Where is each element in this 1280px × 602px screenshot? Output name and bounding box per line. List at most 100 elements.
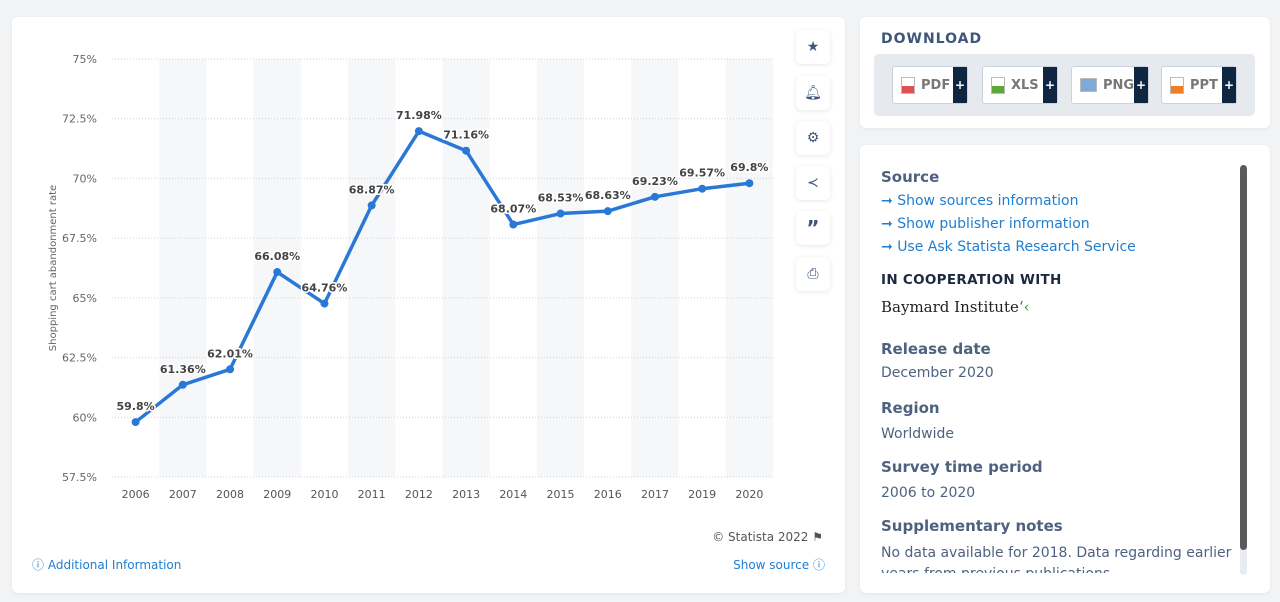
download-pdf-button[interactable]: PDF +	[892, 66, 968, 104]
data-label: 68.63%	[585, 189, 631, 202]
quote-icon: ”	[806, 216, 820, 240]
download-ppt-button[interactable]: PPT +	[1161, 66, 1237, 104]
png-image-icon	[1080, 78, 1097, 92]
x-tick-label: 2009	[263, 488, 291, 501]
xls-label: XLS	[1011, 77, 1039, 93]
source-title: Source	[881, 168, 940, 186]
chart-panel: 57.5% 60% 62.5% 65% 67.5% 70% 72.5% 75% Shopping…	[12, 17, 845, 593]
cite-button[interactable]: ”	[796, 211, 830, 245]
region-value: Worldwide	[881, 426, 954, 442]
y-tick-label: 75%	[73, 53, 97, 66]
x-tick-label: 2017	[641, 488, 669, 501]
sources-information-link[interactable]: ➞ Show sources information	[881, 193, 1078, 209]
y-tick-label: 67.5%	[62, 232, 97, 245]
gear-icon: ⚙	[806, 130, 820, 146]
x-tick-label: 2012	[405, 488, 433, 501]
x-tick-label: 2008	[216, 488, 244, 501]
download-panel: DOWNLOAD PDF + XLS + PNG + PPT +	[860, 17, 1270, 128]
download-buttons: PDF + XLS + PNG + PPT +	[874, 54, 1255, 116]
plus-icon[interactable]: +	[1043, 67, 1057, 103]
plus-icon[interactable]: +	[1134, 67, 1148, 103]
info-icon: ⓘ	[812, 558, 825, 572]
y-tick-label: 62.5%	[62, 352, 97, 365]
y-tick-label: 72.5%	[62, 113, 97, 126]
show-source-link[interactable]: Show source ⓘ	[733, 556, 825, 573]
column-stripe	[631, 59, 679, 477]
supplementary-notes-value: No data available for 2018. Data regardi…	[881, 545, 1232, 573]
download-png-button[interactable]: PNG +	[1071, 66, 1149, 104]
settings-button[interactable]: ⚙	[796, 121, 830, 155]
data-point	[367, 201, 376, 210]
data-label: 71.16%	[443, 129, 489, 142]
pdf-label: PDF	[921, 77, 951, 93]
x-tick-label: 2010	[310, 488, 338, 501]
additional-information-label: Additional Information	[47, 558, 182, 572]
arrow-right-icon: ➞	[881, 216, 893, 232]
scrollbar-thumb[interactable]	[1240, 165, 1247, 550]
data-point	[226, 365, 235, 374]
link-label: Use Ask Statista Research Service	[897, 239, 1136, 255]
show-source-label: Show source	[733, 558, 810, 572]
x-tick-label: 2007	[169, 488, 197, 501]
supplementary-notes-label: Supplementary notes	[881, 517, 1063, 535]
survey-period-value: 2006 to 2020	[881, 485, 976, 501]
y-tick-label: 60%	[73, 411, 97, 424]
plus-icon[interactable]: +	[953, 67, 967, 103]
share-button[interactable]: ≺	[796, 166, 830, 200]
column-stripe	[725, 59, 773, 477]
data-point	[273, 268, 282, 277]
copyright: © Statista 2022 ⚑	[712, 530, 823, 544]
data-label: 59.8%	[117, 400, 155, 413]
data-label: 64.76%	[302, 282, 348, 295]
arrow-right-icon: ➞	[881, 239, 893, 255]
download-xls-button[interactable]: XLS +	[982, 66, 1058, 104]
notification-button[interactable]: 🔔︎	[796, 76, 830, 110]
data-label: 68.87%	[349, 183, 395, 196]
data-label: 66.08%	[254, 250, 300, 263]
link-label: Show sources information	[897, 193, 1079, 209]
scrollbar[interactable]	[1240, 165, 1247, 575]
region-label: Region	[881, 399, 940, 417]
data-point	[178, 380, 187, 389]
data-label: 62.01%	[207, 347, 253, 360]
y-tick-label: 70%	[73, 172, 97, 185]
column-stripe	[253, 59, 301, 477]
x-tick-label: 2014	[499, 488, 527, 501]
ask-statista-link[interactable]: ➞ Use Ask Statista Research Service	[881, 239, 1136, 255]
png-label: PNG	[1102, 77, 1135, 93]
data-point	[650, 192, 659, 201]
data-point	[745, 179, 754, 188]
arrow-right-icon: ➞	[881, 193, 893, 209]
data-point	[131, 418, 140, 427]
share-icon: ≺	[807, 175, 819, 191]
survey-period-label: Survey time period	[881, 458, 1043, 476]
data-label: 69.23%	[632, 175, 678, 188]
data-point	[320, 299, 329, 308]
x-tick-label: 2020	[735, 488, 763, 501]
data-point	[603, 207, 612, 216]
flag-icon[interactable]: ⚑	[812, 530, 823, 544]
y-tick-label: 57.5%	[62, 471, 97, 484]
publisher-information-link[interactable]: ➞ Show publisher information	[881, 216, 1090, 232]
data-label: 69.57%	[679, 167, 725, 180]
x-tick-label: 2019	[688, 488, 716, 501]
release-date-label: Release date	[881, 340, 991, 358]
download-title: DOWNLOAD	[881, 31, 983, 47]
y-tick-label: 65%	[73, 292, 97, 305]
xls-file-icon	[991, 76, 1005, 94]
print-button[interactable]: ⎙	[796, 257, 830, 291]
line-chart: 57.5% 60% 62.5% 65% 67.5% 70% 72.5% 75% Shopping…	[48, 53, 773, 501]
data-label: 71.98%	[396, 109, 442, 122]
cooperation-title: IN COOPERATION WITH	[881, 272, 1062, 288]
favorite-button[interactable]: ★	[796, 30, 830, 64]
star-icon: ★	[806, 39, 820, 55]
release-date-value: December 2020	[881, 365, 994, 381]
data-point	[556, 209, 565, 218]
data-point	[698, 184, 707, 193]
x-tick-label: 2006	[122, 488, 150, 501]
data-point	[414, 127, 423, 136]
additional-information-link[interactable]: ⓘ Additional Information	[32, 556, 181, 573]
data-label: 68.07%	[490, 203, 536, 216]
plus-icon[interactable]: +	[1222, 67, 1236, 103]
column-stripe	[159, 59, 207, 477]
